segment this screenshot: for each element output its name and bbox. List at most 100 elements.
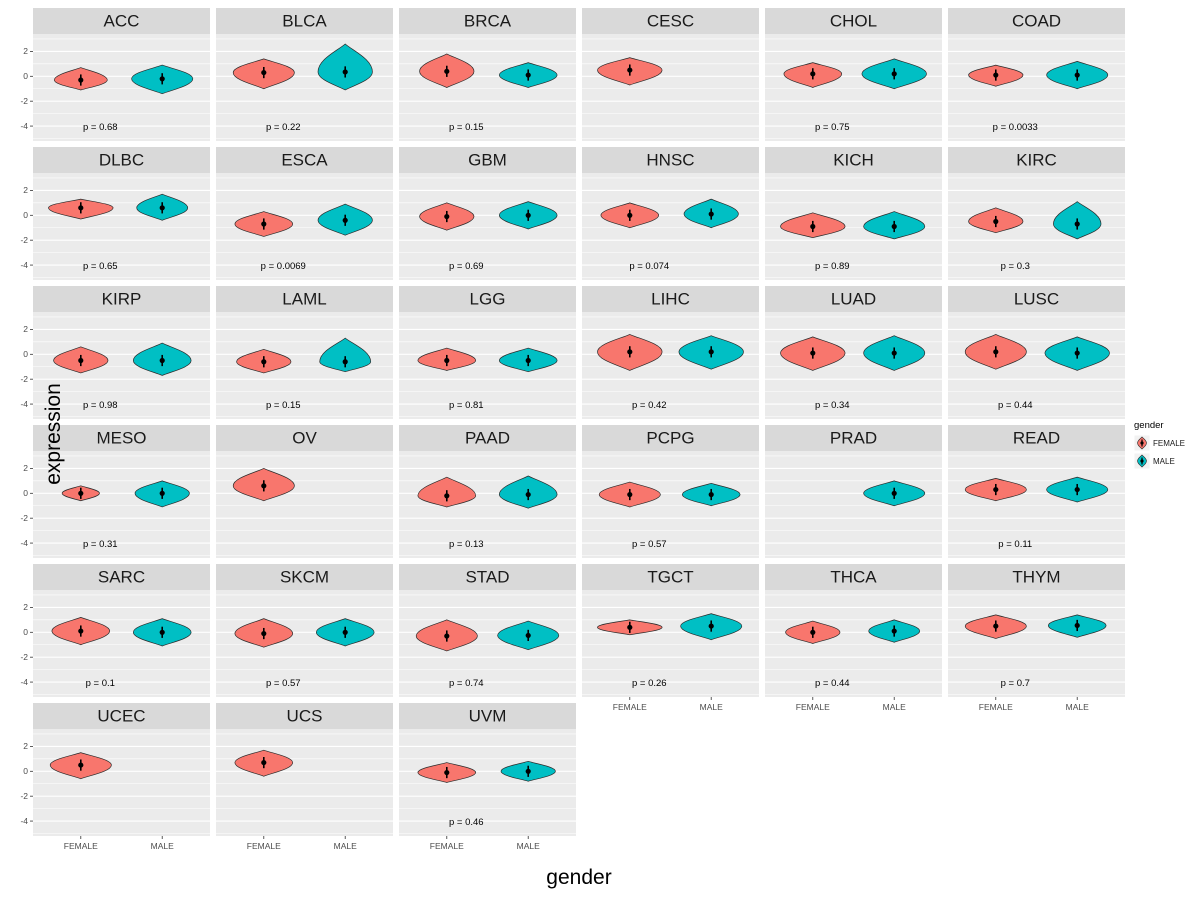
facet-BRCA: BRCA p = 0.15 xyxy=(399,8,576,141)
y-tick-label: -4 xyxy=(20,816,28,826)
p-value-label: p = 0.89 xyxy=(815,261,850,272)
median-dot xyxy=(993,72,999,78)
median-dot xyxy=(525,768,531,774)
p-value-label: p = 0.31 xyxy=(83,539,118,550)
median-dot xyxy=(627,624,633,630)
x-tick-label: MALE xyxy=(334,841,357,851)
facet-title: LUSC xyxy=(1014,290,1059,309)
median-dot xyxy=(891,71,897,77)
facet-title: BLCA xyxy=(282,12,327,31)
y-tick-label: 2 xyxy=(23,602,28,612)
p-value-label: p = 0.57 xyxy=(266,678,301,689)
y-tick-label: 2 xyxy=(23,741,28,751)
median-dot xyxy=(342,69,348,75)
facet-title: KICH xyxy=(833,151,874,170)
facet-title: UCEC xyxy=(97,707,145,726)
median-dot xyxy=(525,212,531,218)
median-dot xyxy=(159,357,165,364)
median-dot xyxy=(444,68,450,74)
p-value-label: p = 0.46 xyxy=(449,817,484,828)
facet-title: ACC xyxy=(104,12,140,31)
median-dot xyxy=(891,628,897,634)
facet-title: PAAD xyxy=(465,429,510,448)
facet-title: CESC xyxy=(647,12,694,31)
y-tick-label: 2 xyxy=(23,324,28,334)
facet-title: GBM xyxy=(468,151,507,170)
facet-title: TGCT xyxy=(647,568,693,587)
median-dot xyxy=(444,493,450,499)
y-tick-label: -2 xyxy=(20,96,28,106)
median-dot xyxy=(159,629,165,635)
male-violin-icon xyxy=(1134,453,1150,469)
y-tick-label: 0 xyxy=(23,627,28,637)
p-value-label: p = 0.42 xyxy=(632,400,667,411)
facet-title: LUAD xyxy=(831,290,876,309)
legend-title: gender xyxy=(1134,420,1164,431)
median-dot xyxy=(159,76,165,82)
p-value-label: p = 0.65 xyxy=(83,261,118,272)
median-dot xyxy=(261,69,267,76)
facet-title: THCA xyxy=(830,568,877,587)
facet-THCA: THCA p = 0.44 FEMALE MALE xyxy=(765,564,942,712)
p-value-label: p = 0.81 xyxy=(449,400,484,411)
p-value-label: p = 0.22 xyxy=(266,122,301,133)
median-dot xyxy=(1074,622,1080,629)
y-tick-label: 0 xyxy=(23,71,28,81)
facet-BLCA: BLCA p = 0.22 xyxy=(216,8,393,141)
median-dot xyxy=(708,349,714,355)
p-value-label: p = 0.26 xyxy=(632,678,667,689)
legend-entry-female: FEMALE xyxy=(1134,435,1185,451)
facet-TGCT: TGCT p = 0.26 FEMALE MALE xyxy=(582,564,759,712)
facet-title: PRAD xyxy=(830,429,877,448)
median-dot xyxy=(708,211,714,217)
facet-HNSC: HNSC p = 0.074 xyxy=(582,147,759,280)
facet-title: THYM xyxy=(1012,568,1060,587)
facet-LGG: LGG p = 0.81 xyxy=(399,286,576,419)
median-dot xyxy=(810,223,816,230)
median-dot xyxy=(525,357,531,364)
y-tick-label: -2 xyxy=(20,791,28,801)
median-dot xyxy=(993,349,999,355)
median-dot xyxy=(444,357,450,364)
facet-title: SARC xyxy=(98,568,145,587)
facet-title: KIRC xyxy=(1016,151,1057,170)
facet-title: MESO xyxy=(96,429,146,448)
median-dot xyxy=(444,633,450,639)
facet-title: UCS xyxy=(287,707,323,726)
p-value-label: p = 0.7 xyxy=(1001,678,1030,689)
p-value-label: p = 0.11 xyxy=(998,539,1032,550)
facet-title: STAD xyxy=(465,568,509,587)
median-dot xyxy=(525,491,531,498)
facet-grid: ACC 2 0 -2 -4 p = 0.68 BLCA p = 0.22 BRCA p = 0.1… xyxy=(20,8,1125,851)
median-dot xyxy=(708,623,714,629)
median-dot xyxy=(525,632,531,639)
facet-DLBC: DLBC 2 0 -2 -4 p = 0.65 xyxy=(20,147,210,280)
female-violin-icon xyxy=(1134,435,1150,451)
median-dot xyxy=(993,218,999,225)
x-tick-label: MALE xyxy=(517,841,540,851)
facet-ESCA: ESCA p = 0.0069 xyxy=(216,147,393,280)
x-axis-title: gender xyxy=(546,866,612,889)
facet-KIRC: KIRC p = 0.3 xyxy=(948,147,1125,280)
median-dot xyxy=(1074,72,1080,78)
facet-LIHC: LIHC p = 0.42 xyxy=(582,286,759,419)
median-dot xyxy=(261,483,267,489)
x-tick-label: MALE xyxy=(1066,702,1089,712)
facet-KIRP: KIRP 2 0 -2 -4 p = 0.98 xyxy=(20,286,210,419)
p-value-label: p = 0.69 xyxy=(449,261,484,272)
median-dot xyxy=(78,77,84,83)
facet-title: OV xyxy=(292,429,317,448)
x-tick-label: MALE xyxy=(700,702,723,712)
y-tick-label: 0 xyxy=(23,210,28,220)
y-tick-label: -4 xyxy=(20,260,28,270)
median-dot xyxy=(810,629,816,635)
facet-PRAD: PRAD xyxy=(765,425,942,558)
median-dot xyxy=(627,67,633,73)
median-dot xyxy=(261,221,267,227)
p-value-label: p = 0.75 xyxy=(815,122,850,133)
facet-title: DLBC xyxy=(99,151,144,170)
y-tick-label: -4 xyxy=(20,399,28,409)
facet-UVM: UVM p = 0.46 FEMALE MALE xyxy=(399,703,576,851)
facet-title: LIHC xyxy=(651,290,690,309)
